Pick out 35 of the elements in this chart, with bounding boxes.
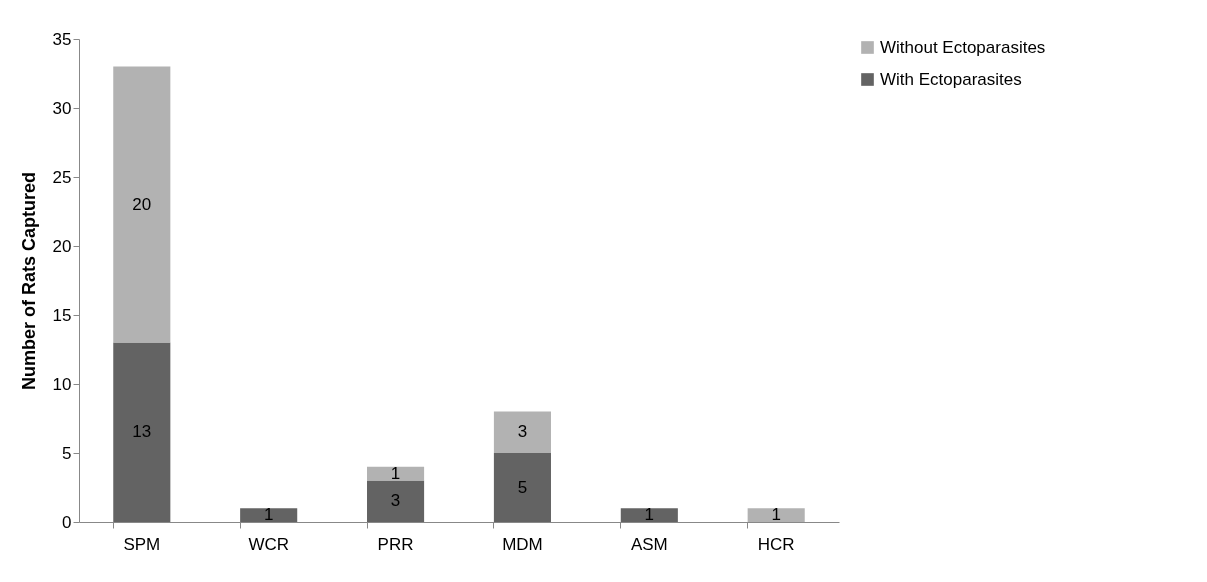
y-axis-title: Number of Rats Captured — [18, 171, 39, 391]
x-tick-label: ASM — [630, 534, 668, 554]
data-label: 1 — [263, 505, 274, 525]
y-tick-label: 20 — [52, 236, 72, 256]
bar — [620, 508, 678, 522]
data-label: 13 — [132, 422, 152, 442]
y-tick-label: 0 — [62, 512, 72, 532]
bar — [113, 66, 171, 343]
data-label: 1 — [644, 505, 655, 525]
x-tick-label: PRR — [377, 534, 414, 554]
x-tick-label: WCR — [248, 534, 289, 554]
bar — [240, 508, 298, 522]
data-label: 5 — [517, 477, 528, 497]
bar — [113, 342, 171, 522]
y-tick-label: 30 — [52, 98, 72, 118]
bar — [367, 480, 425, 522]
data-label: 20 — [132, 194, 152, 214]
y-tick-label: 10 — [52, 374, 72, 394]
x-tick-label: SPM — [123, 534, 161, 554]
x-tick-label: MDM — [502, 534, 543, 554]
data-label: 3 — [390, 491, 401, 511]
data-label: 1 — [771, 505, 781, 525]
legend-label: Without Ectoparasites — [880, 37, 1046, 57]
bar — [493, 453, 551, 522]
bar — [493, 411, 551, 453]
y-tick-label: 35 — [52, 29, 72, 49]
bar — [747, 508, 805, 522]
y-tick-label: 5 — [62, 443, 72, 463]
bar — [367, 466, 425, 481]
x-tick-label: HCR — [757, 534, 795, 554]
data-label: 3 — [517, 422, 528, 442]
y-tick-label: 25 — [52, 167, 72, 187]
legend-label: With Ectoparasites — [880, 69, 1022, 89]
y-tick-label: 15 — [52, 305, 72, 325]
data-label: 1 — [390, 463, 401, 483]
